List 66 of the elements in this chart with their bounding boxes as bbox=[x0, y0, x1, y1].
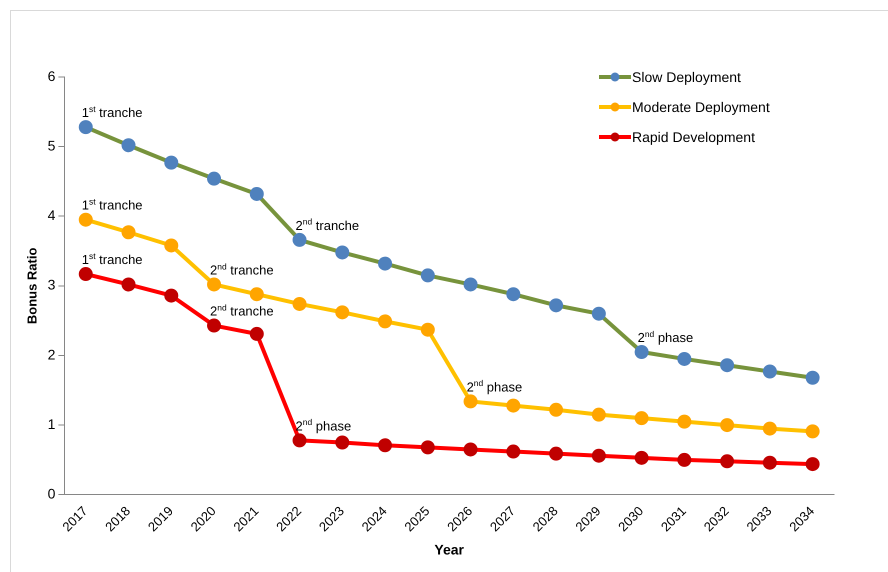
point bbox=[122, 138, 136, 152]
point bbox=[634, 345, 649, 359]
point bbox=[634, 450, 649, 465]
point bbox=[506, 287, 520, 302]
point bbox=[78, 267, 93, 282]
x-axis-title: Year bbox=[434, 541, 465, 558]
point bbox=[250, 186, 264, 201]
point bbox=[549, 402, 564, 417]
point bbox=[464, 277, 478, 292]
point bbox=[78, 212, 93, 227]
point bbox=[464, 442, 478, 456]
point bbox=[292, 296, 307, 311]
point bbox=[335, 436, 350, 450]
point bbox=[378, 314, 392, 328]
point bbox=[720, 418, 734, 432]
point bbox=[677, 414, 692, 429]
point bbox=[335, 245, 350, 260]
point bbox=[122, 277, 136, 292]
y-tick-label: 4 bbox=[48, 207, 56, 224]
legend-label: Slow Deployment bbox=[632, 68, 742, 85]
point bbox=[207, 277, 222, 292]
legend-label: Moderate Deployment bbox=[632, 98, 770, 115]
y-tick-label: 1 bbox=[48, 416, 56, 432]
point bbox=[720, 358, 734, 372]
point bbox=[250, 287, 264, 302]
point bbox=[592, 306, 606, 321]
point bbox=[506, 398, 520, 413]
point bbox=[164, 238, 178, 252]
point bbox=[806, 370, 820, 385]
point bbox=[78, 120, 93, 134]
point bbox=[164, 156, 178, 170]
point bbox=[677, 452, 692, 467]
point bbox=[592, 448, 606, 463]
point bbox=[762, 364, 777, 378]
point bbox=[207, 172, 222, 186]
y-tick-label: 5 bbox=[48, 137, 56, 154]
point bbox=[762, 456, 777, 470]
point bbox=[207, 318, 222, 333]
point bbox=[378, 438, 392, 452]
point bbox=[250, 326, 264, 341]
point bbox=[335, 305, 350, 320]
point bbox=[420, 322, 435, 337]
point bbox=[378, 256, 392, 271]
point bbox=[164, 288, 178, 303]
y-tick-label: 6 bbox=[48, 68, 56, 84]
point bbox=[292, 232, 307, 247]
point bbox=[806, 424, 820, 438]
legend-label: Rapid Development bbox=[632, 128, 756, 145]
point bbox=[506, 444, 520, 459]
y-axis-title: Bonus Ratio bbox=[24, 248, 40, 324]
y-tick-label: 3 bbox=[48, 276, 56, 293]
y-tick-label: 2 bbox=[48, 346, 56, 362]
y-tick-label: 0 bbox=[48, 486, 56, 502]
point bbox=[549, 446, 564, 461]
point bbox=[464, 394, 478, 408]
point bbox=[420, 440, 435, 454]
point bbox=[292, 433, 307, 448]
point bbox=[549, 298, 564, 312]
point bbox=[806, 457, 820, 472]
point bbox=[634, 411, 649, 426]
point bbox=[592, 408, 606, 422]
point bbox=[762, 422, 777, 436]
point bbox=[677, 352, 692, 366]
point bbox=[122, 225, 136, 240]
point bbox=[720, 454, 734, 468]
point bbox=[420, 268, 435, 282]
